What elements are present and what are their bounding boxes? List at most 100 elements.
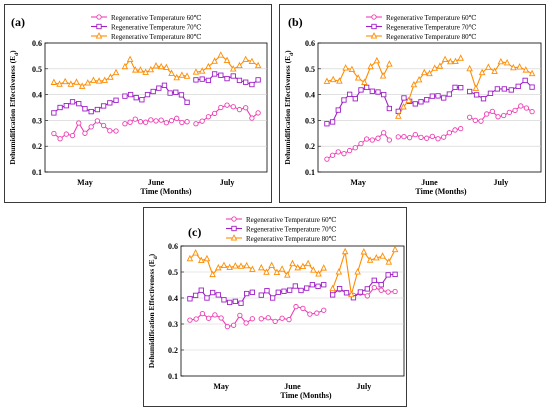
chart-a-svg: 0.1 0.2 0.3 0.4 0.5 0.6 Dehumidification Effec… — [8, 14, 268, 196]
data-point-circle — [329, 152, 336, 158]
data-point-triangle — [205, 62, 212, 70]
data-point-square — [156, 85, 162, 91]
data-point-square — [352, 96, 358, 102]
data-point-square — [375, 89, 381, 95]
y-axis-title: Dehumidification Effectiveness (Ed) — [147, 253, 159, 368]
legend-label: Regenerative Temperature 70℃ — [386, 23, 477, 31]
data-point-square — [369, 88, 375, 94]
data-point-circle — [230, 104, 236, 110]
data-point-circle — [224, 323, 231, 330]
y-axis-title-end: ) — [147, 253, 156, 256]
data-point-circle — [418, 134, 424, 141]
data-point-square — [211, 71, 218, 77]
y-tick-label: 0.3 — [168, 320, 178, 329]
data-point-square — [357, 289, 364, 295]
data-point-square — [204, 295, 210, 301]
data-point-circle — [341, 151, 347, 157]
data-point-triangle — [447, 57, 454, 65]
data-point-square — [309, 282, 316, 288]
data-point-triangle — [528, 69, 536, 77]
data-point-square — [429, 93, 435, 99]
data-point-triangle — [132, 66, 139, 73]
data-point-square — [192, 292, 199, 299]
data-point-circle — [127, 119, 133, 125]
data-point-triangle — [142, 68, 149, 75]
data-point-square — [275, 289, 281, 295]
data-point-circle — [212, 312, 218, 318]
data-point-square — [94, 106, 101, 113]
data-point-circle — [206, 315, 212, 321]
data-point-circle — [385, 289, 391, 295]
data-point-triangle — [192, 249, 199, 256]
data-point-triangle — [335, 268, 343, 275]
data-point-triangle — [367, 62, 374, 70]
y-tick-label: 0.5 — [32, 65, 42, 74]
data-point-square — [238, 300, 244, 306]
data-point-square — [187, 296, 193, 302]
data-point-circle — [489, 108, 495, 115]
data-point-square — [435, 93, 441, 99]
data-point-circle — [69, 132, 76, 139]
legend-label: Regenerative Temperature 60℃ — [386, 14, 477, 22]
data-point-circle — [94, 118, 101, 124]
data-point-triangle — [217, 51, 225, 58]
data-point-square — [243, 79, 249, 85]
data-point-triangle — [348, 290, 355, 298]
data-point-triangle — [315, 270, 322, 277]
data-point-square — [221, 297, 227, 303]
data-point-square — [522, 77, 528, 84]
data-point-circle — [293, 303, 299, 310]
data-point-triangle — [254, 61, 262, 69]
month-label: June — [284, 382, 301, 391]
data-point-square — [287, 287, 293, 293]
month-label: July — [494, 178, 509, 187]
data-point-square — [378, 282, 384, 288]
data-point-square — [292, 283, 298, 289]
data-point-triangle — [232, 262, 239, 269]
data-point-triangle — [329, 75, 337, 83]
data-point-circle — [406, 135, 413, 141]
data-point-circle — [506, 109, 513, 116]
data-point-triangle — [223, 56, 231, 64]
y-tick-label: 0.3 — [32, 116, 42, 125]
data-point-circle — [378, 287, 384, 293]
data-point-triangle — [421, 68, 428, 76]
data-point-triangle — [112, 68, 120, 76]
data-point-triangle — [299, 262, 307, 270]
data-point-circle — [452, 127, 458, 133]
data-point-triangle — [215, 263, 222, 271]
data-point-circle — [205, 114, 212, 120]
data-point-square — [418, 99, 424, 105]
data-point-circle — [88, 124, 94, 130]
y-axis-title-sub: d — [289, 53, 295, 56]
data-point-circle — [529, 108, 535, 115]
data-point-square — [324, 121, 330, 127]
data-point-square — [113, 97, 119, 103]
y-tick-label: 0.5 — [305, 65, 315, 74]
series-line — [332, 273, 396, 299]
data-point-square — [452, 84, 458, 91]
y-axis-title-sub: d — [153, 256, 159, 259]
data-point-circle — [518, 103, 524, 109]
data-point-square — [184, 99, 190, 105]
data-point-circle — [82, 130, 88, 136]
data-point-square — [358, 87, 364, 93]
data-point-circle — [142, 119, 149, 125]
data-point-triangle — [341, 247, 349, 255]
data-point-square — [139, 97, 145, 103]
data-point-square — [96, 23, 102, 30]
data-point-square — [231, 225, 237, 232]
data-point-square — [230, 73, 236, 79]
data-point-triangle — [379, 252, 386, 259]
data-point-circle — [395, 134, 401, 140]
data-point-square — [199, 76, 205, 82]
y-tick-label: 0.3 — [305, 116, 315, 125]
chart-panel-c: 0.1 0.2 0.3 0.4 0.5 0.6 Dehumidification Effec… — [143, 207, 407, 407]
series-line — [469, 79, 533, 100]
data-point-circle — [243, 320, 249, 326]
data-point-triangle — [249, 265, 256, 272]
data-point-triangle — [56, 80, 63, 87]
data-point-circle — [237, 312, 243, 319]
data-point-square — [167, 90, 173, 96]
data-point-triangle — [516, 63, 523, 70]
